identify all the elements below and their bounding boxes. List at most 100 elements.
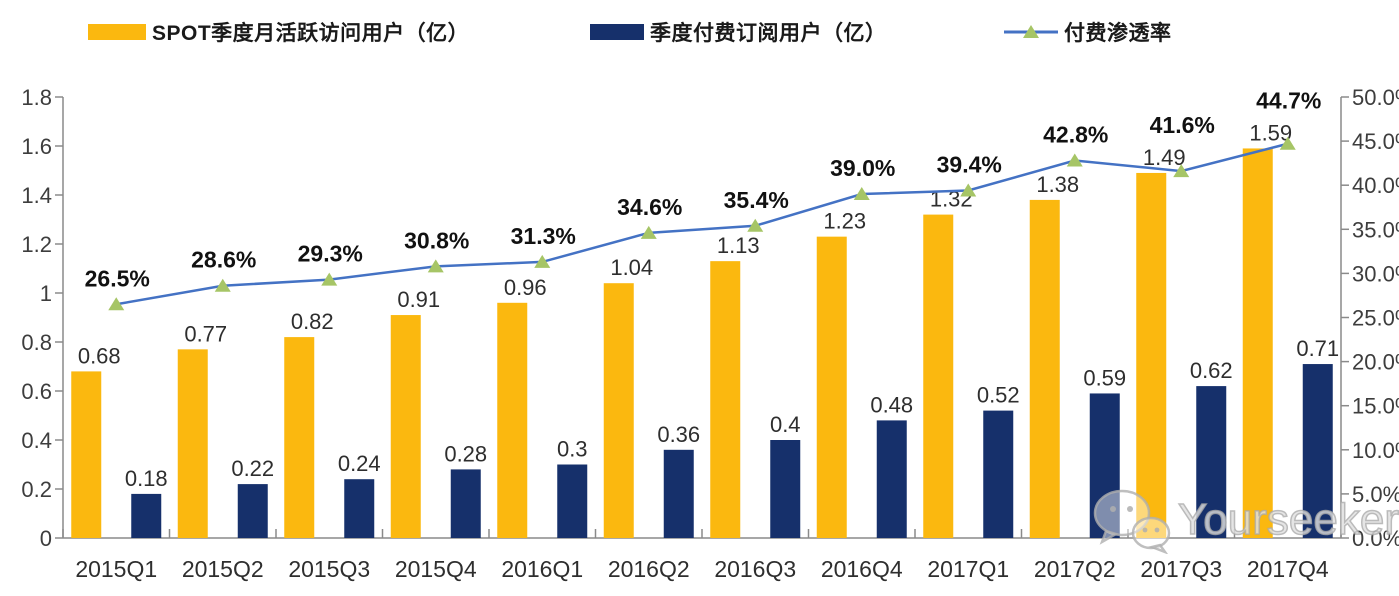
penetration-label: 35.4% [724, 187, 789, 213]
subs-bar-label: 0.52 [977, 383, 1020, 408]
mau-bar-label: 1.13 [717, 233, 760, 258]
x-axis-category-label: 2016Q1 [501, 556, 583, 582]
right-axis-tick-label: 0.0% [1352, 526, 1399, 551]
mau-bar-label: 0.68 [78, 343, 121, 368]
mau-bar-label: 0.96 [504, 275, 547, 300]
mau-bar [390, 315, 421, 538]
x-axis-category-label: 2017Q2 [1034, 556, 1116, 582]
mau-bar [284, 337, 315, 538]
subs-bar-label: 0.3 [557, 437, 588, 462]
penetration-marker [640, 225, 657, 239]
penetration-marker [534, 254, 551, 268]
right-axis-tick-label: 50.0% [1352, 85, 1399, 110]
subs-bar-label: 0.22 [231, 456, 274, 481]
penetration-label: 44.7% [1256, 87, 1321, 113]
subs-bar-label: 0.36 [657, 422, 700, 447]
penetration-marker [321, 272, 338, 286]
subs-bar [983, 410, 1014, 538]
penetration-marker [960, 183, 977, 197]
left-axis-tick-label: 0.6 [21, 379, 52, 404]
mau-bar [923, 214, 954, 538]
mau-bar [1029, 199, 1060, 538]
subs-bar [450, 469, 481, 538]
penetration-label: 41.6% [1150, 112, 1215, 138]
legend-label-mau: SPOT季度月活跃访问用户（亿） [152, 22, 470, 45]
penetration-line [116, 142, 1289, 306]
subs-bar-label: 0.59 [1083, 365, 1126, 390]
mau-bar [177, 349, 208, 538]
mau-bar-label: 0.77 [184, 321, 227, 346]
left-axis-tick-label: 1.8 [21, 85, 52, 110]
legend-item-subs: 季度付费订阅用户（亿） [590, 18, 887, 46]
right-axis-tick-label: 10.0% [1352, 438, 1399, 463]
x-axis-category-label: 2017Q3 [1140, 556, 1222, 582]
mau-bar [710, 261, 741, 538]
x-axis-category-label: 2015Q2 [182, 556, 264, 582]
subs-bar [1196, 386, 1227, 538]
legend-label-subs: 季度付费订阅用户（亿） [650, 22, 887, 45]
mau-bar-label: 1.04 [610, 255, 653, 280]
line-marker-swatch-icon [1004, 25, 1058, 38]
legend-item-penetration: 付费渗透率 [1004, 18, 1172, 46]
penetration-marker [1279, 136, 1296, 150]
x-axis-category-label: 2016Q2 [608, 556, 690, 582]
left-axis-tick-label: 1.4 [21, 183, 52, 208]
mau-bar-label: 0.82 [291, 309, 334, 334]
penetration-marker [1066, 153, 1083, 167]
subs-bar-label: 0.28 [444, 441, 487, 466]
subs-bar-label: 0.62 [1190, 358, 1233, 383]
x-axis-category-label: 2016Q4 [821, 556, 903, 582]
penetration-marker [853, 187, 870, 201]
left-axis-tick-label: 0.8 [21, 330, 52, 355]
x-axis-category-label: 2017Q1 [927, 556, 1009, 582]
mau-swatch [88, 24, 146, 40]
legend-label-penetration: 付费渗透率 [1064, 22, 1172, 45]
mau-bar-label: 1.23 [823, 209, 866, 234]
penetration-marker [747, 218, 764, 232]
penetration-label: 39.4% [937, 151, 1002, 177]
legend-item-mau: SPOT季度月活跃访问用户（亿） [88, 18, 469, 46]
subs-bar [876, 420, 907, 538]
subs-bar-label: 0.48 [870, 392, 913, 417]
right-axis-tick-label: 35.0% [1352, 217, 1399, 242]
right-axis-tick-label: 20.0% [1352, 350, 1399, 375]
subs-bar-label: 0.24 [338, 451, 381, 476]
mau-bar-label: 1.38 [1036, 172, 1079, 197]
subs-bar [1302, 364, 1333, 538]
subs-swatch [590, 24, 644, 40]
penetration-marker [108, 297, 125, 311]
left-axis-tick-label: 0.2 [21, 477, 52, 502]
subs-bar [344, 479, 375, 538]
x-axis-category-label: 2015Q3 [288, 556, 370, 582]
left-axis-tick-label: 1.2 [21, 232, 52, 257]
x-axis-category-label: 2015Q1 [75, 556, 157, 582]
subs-bar [557, 464, 588, 538]
right-axis-tick-label: 5.0% [1352, 482, 1399, 507]
subs-bar [1089, 393, 1120, 538]
penetration-label: 34.6% [617, 194, 682, 220]
penetration-marker [427, 259, 444, 273]
penetration-marker [1173, 164, 1190, 178]
subs-bar [770, 440, 801, 538]
x-axis-category-label: 2015Q4 [395, 556, 477, 582]
penetration-label: 31.3% [511, 223, 576, 249]
left-axis-tick-label: 1 [40, 281, 52, 306]
mau-bar [603, 283, 634, 538]
mau-bar-label: 0.91 [397, 287, 440, 312]
subs-bar-label: 0.71 [1296, 336, 1339, 361]
mau-bar [1136, 172, 1167, 538]
mau-bar-label: 1.49 [1143, 145, 1186, 170]
left-axis-tick-label: 0 [40, 526, 52, 551]
mau-bar [1242, 148, 1273, 538]
subs-bar [237, 484, 268, 538]
subs-bar [131, 493, 162, 538]
penetration-label: 29.3% [298, 241, 363, 267]
mau-bar [816, 236, 847, 538]
mau-bar [497, 302, 528, 538]
mau-bar [71, 371, 102, 538]
left-axis-tick-label: 0.4 [21, 428, 52, 453]
x-axis-category-label: 2017Q4 [1247, 556, 1329, 582]
subs-bar-label: 0.18 [125, 466, 168, 491]
